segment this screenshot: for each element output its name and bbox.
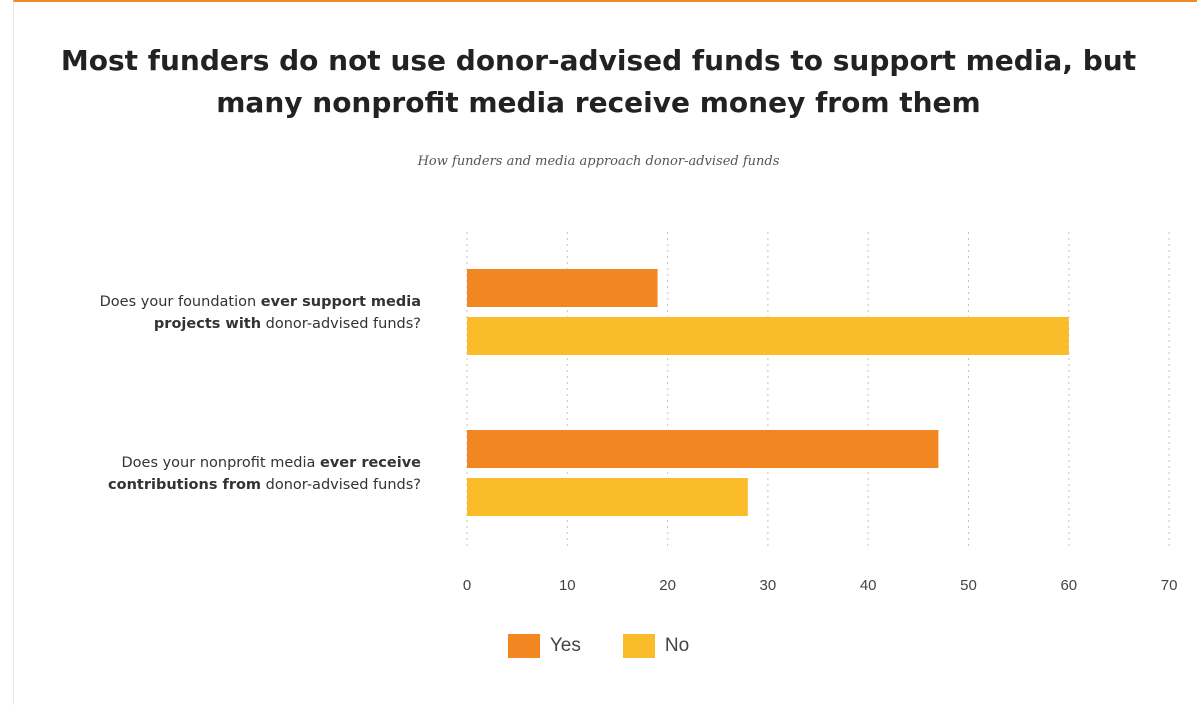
category-label: Does your nonprofit media ever receive [121, 455, 421, 471]
chart-title-line-1: Most funders do not use donor-advised fu… [60, 44, 1137, 77]
legend-item-yes: Yes [507, 634, 581, 658]
x-tick-label: 40 [860, 577, 877, 594]
x-tick-label: 10 [559, 577, 576, 594]
legend-swatch-no [622, 634, 655, 658]
category-label: contributions from donor-advised funds? [108, 477, 421, 493]
x-tick-label: 30 [760, 577, 777, 594]
x-tick-label: 20 [659, 577, 676, 594]
chart-title: Most funders do not use donor-advised fu… [0, 40, 1197, 124]
legend: Yes No [0, 634, 1197, 658]
legend-label-no: No [664, 635, 690, 656]
x-tick-label: 50 [960, 577, 977, 594]
bar-yes [467, 430, 939, 468]
x-tick-label: 70 [1161, 577, 1178, 594]
chart-subtitle: How funders and media approach donor-adv… [417, 154, 780, 169]
x-tick-label: 0 [463, 577, 471, 594]
chart-frame [13, 0, 1197, 705]
bar-no [467, 478, 748, 516]
chart-title-line-2: many nonprofit media receive money from … [216, 86, 981, 119]
category-label: projects with donor-advised funds? [154, 316, 421, 332]
bar-yes [467, 269, 658, 307]
category-label: Does your foundation ever support media [100, 294, 421, 310]
bar-no [467, 317, 1069, 355]
legend-item-no: No [622, 634, 690, 658]
legend-swatch-yes [507, 634, 540, 658]
legend-label-yes: Yes [549, 635, 581, 656]
x-tick-label: 60 [1060, 577, 1077, 594]
